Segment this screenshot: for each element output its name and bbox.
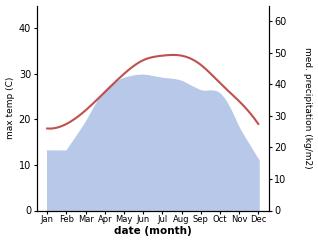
Y-axis label: max temp (C): max temp (C) bbox=[5, 77, 15, 139]
Y-axis label: med. precipitation (kg/m2): med. precipitation (kg/m2) bbox=[303, 47, 313, 169]
X-axis label: date (month): date (month) bbox=[114, 227, 192, 236]
